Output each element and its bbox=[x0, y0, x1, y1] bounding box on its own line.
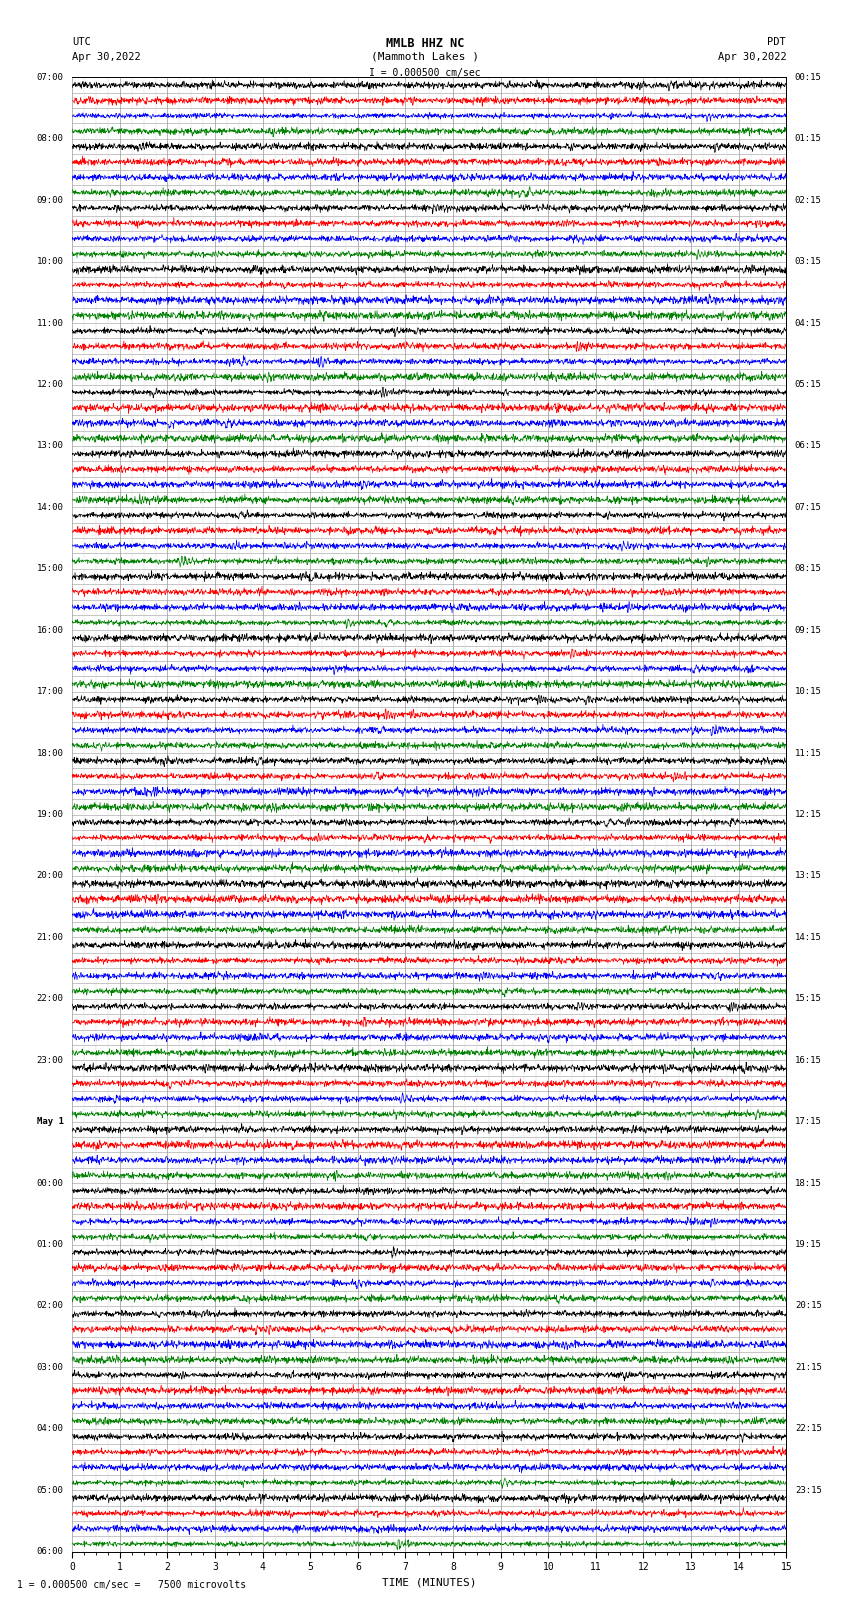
Text: MMLB HHZ NC: MMLB HHZ NC bbox=[386, 37, 464, 50]
Text: 14:15: 14:15 bbox=[795, 932, 822, 942]
X-axis label: TIME (MINUTES): TIME (MINUTES) bbox=[382, 1578, 477, 1587]
Text: 12:00: 12:00 bbox=[37, 381, 64, 389]
Text: 10:00: 10:00 bbox=[37, 256, 64, 266]
Text: 05:00: 05:00 bbox=[37, 1486, 64, 1495]
Text: (Mammoth Lakes ): (Mammoth Lakes ) bbox=[371, 52, 479, 61]
Text: 07:15: 07:15 bbox=[795, 503, 822, 511]
Text: 00:15: 00:15 bbox=[795, 73, 822, 82]
Text: 11:00: 11:00 bbox=[37, 319, 64, 327]
Text: PDT: PDT bbox=[768, 37, 786, 47]
Text: 14:00: 14:00 bbox=[37, 503, 64, 511]
Text: 21:00: 21:00 bbox=[37, 932, 64, 942]
Text: 22:00: 22:00 bbox=[37, 994, 64, 1003]
Text: 10:15: 10:15 bbox=[795, 687, 822, 697]
Text: 17:15: 17:15 bbox=[795, 1118, 822, 1126]
Text: 00:00: 00:00 bbox=[37, 1179, 64, 1187]
Text: 12:15: 12:15 bbox=[795, 810, 822, 819]
Text: 08:00: 08:00 bbox=[37, 134, 64, 144]
Text: 16:00: 16:00 bbox=[37, 626, 64, 636]
Text: 22:15: 22:15 bbox=[795, 1424, 822, 1434]
Text: 13:15: 13:15 bbox=[795, 871, 822, 881]
Text: 15:15: 15:15 bbox=[795, 994, 822, 1003]
Text: UTC: UTC bbox=[72, 37, 91, 47]
Text: 01:15: 01:15 bbox=[795, 134, 822, 144]
Text: 16:15: 16:15 bbox=[795, 1057, 822, 1065]
Text: 04:15: 04:15 bbox=[795, 319, 822, 327]
Text: 03:00: 03:00 bbox=[37, 1363, 64, 1373]
Text: 20:00: 20:00 bbox=[37, 871, 64, 881]
Text: May 1: May 1 bbox=[37, 1118, 64, 1126]
Text: 18:15: 18:15 bbox=[795, 1179, 822, 1187]
Text: 15:00: 15:00 bbox=[37, 565, 64, 573]
Text: 02:00: 02:00 bbox=[37, 1302, 64, 1310]
Text: 07:00: 07:00 bbox=[37, 73, 64, 82]
Text: 23:00: 23:00 bbox=[37, 1057, 64, 1065]
Text: 02:15: 02:15 bbox=[795, 195, 822, 205]
Text: 18:00: 18:00 bbox=[37, 748, 64, 758]
Text: 20:15: 20:15 bbox=[795, 1302, 822, 1310]
Text: 11:15: 11:15 bbox=[795, 748, 822, 758]
Text: 08:15: 08:15 bbox=[795, 565, 822, 573]
Text: 21:15: 21:15 bbox=[795, 1363, 822, 1373]
Text: 19:15: 19:15 bbox=[795, 1240, 822, 1248]
Text: 04:00: 04:00 bbox=[37, 1424, 64, 1434]
Text: 05:15: 05:15 bbox=[795, 381, 822, 389]
Text: 09:15: 09:15 bbox=[795, 626, 822, 636]
Text: 01:00: 01:00 bbox=[37, 1240, 64, 1248]
Text: 03:15: 03:15 bbox=[795, 256, 822, 266]
Text: 13:00: 13:00 bbox=[37, 442, 64, 450]
Text: 23:15: 23:15 bbox=[795, 1486, 822, 1495]
Text: 09:00: 09:00 bbox=[37, 195, 64, 205]
Text: Apr 30,2022: Apr 30,2022 bbox=[717, 52, 786, 61]
Text: 17:00: 17:00 bbox=[37, 687, 64, 697]
Text: I = 0.000500 cm/sec: I = 0.000500 cm/sec bbox=[369, 68, 481, 77]
Text: 19:00: 19:00 bbox=[37, 810, 64, 819]
Text: Apr 30,2022: Apr 30,2022 bbox=[72, 52, 141, 61]
Text: 06:15: 06:15 bbox=[795, 442, 822, 450]
Text: 1 = 0.000500 cm/sec =   7500 microvolts: 1 = 0.000500 cm/sec = 7500 microvolts bbox=[17, 1581, 246, 1590]
Text: 06:00: 06:00 bbox=[37, 1547, 64, 1557]
